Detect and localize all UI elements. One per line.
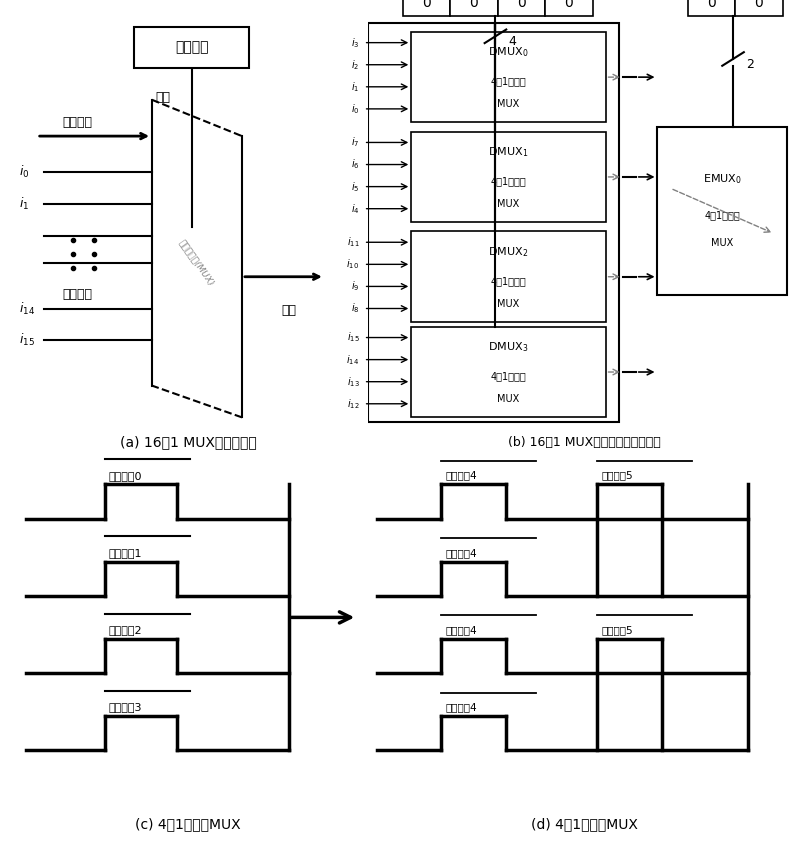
Bar	[411, 231, 606, 322]
Text: 配置比特2: 配置比特2	[109, 625, 142, 635]
Text: $i_2$: $i_2$	[351, 58, 359, 72]
Text: 配置比特: 配置比特	[175, 40, 208, 55]
Text: $i_4$: $i_4$	[350, 202, 359, 216]
Text: 配置比特4: 配置比特4	[446, 548, 478, 558]
Bar	[411, 327, 606, 418]
Text: 通路输入: 通路输入	[62, 116, 92, 129]
Text: 配置比特5: 配置比特5	[602, 471, 633, 481]
Text: 输入: 输入	[155, 91, 170, 104]
Text: (a) 16选1 MUX结构示意图: (a) 16选1 MUX结构示意图	[120, 435, 256, 449]
Text: 0: 0	[707, 0, 716, 10]
Text: $i_0$: $i_0$	[350, 102, 359, 116]
Text: MUX: MUX	[498, 395, 519, 404]
Text: $i_{15}$: $i_{15}$	[346, 330, 359, 344]
Bar	[688, 0, 735, 16]
Text: $i_9$: $i_9$	[351, 280, 359, 294]
Text: 旁路输入: 旁路输入	[62, 288, 92, 301]
Bar	[658, 127, 787, 295]
Text: MUX: MUX	[498, 199, 519, 209]
Text: 配置比特5: 配置比特5	[602, 625, 633, 635]
Bar	[450, 0, 498, 16]
Text: 4选1译码型: 4选1译码型	[490, 176, 526, 187]
Text: $i_{13}$: $i_{13}$	[346, 375, 359, 389]
Bar	[498, 0, 545, 16]
Text: 0: 0	[565, 0, 574, 10]
Bar	[411, 132, 606, 223]
Text: (d) 4选1编码型MUX: (d) 4选1编码型MUX	[530, 817, 638, 831]
Bar	[411, 32, 606, 122]
Text: 0: 0	[422, 0, 430, 10]
Bar	[134, 27, 250, 68]
Text: 0: 0	[517, 0, 526, 10]
Text: $i_{10}$: $i_{10}$	[346, 258, 359, 271]
Bar	[545, 0, 593, 16]
Text: DMUX$_1$: DMUX$_1$	[488, 145, 529, 159]
Text: $i_7$: $i_7$	[351, 135, 359, 149]
Text: $i_{14}$: $i_{14}$	[18, 300, 35, 317]
Text: 配置比特0: 配置比特0	[109, 471, 142, 481]
Text: DMUX$_3$: DMUX$_3$	[488, 340, 529, 354]
Text: $i_5$: $i_5$	[351, 180, 359, 193]
Text: 2: 2	[746, 58, 754, 71]
Text: 4: 4	[509, 35, 516, 48]
Text: DMUX$_2$: DMUX$_2$	[488, 245, 529, 259]
Text: $i_8$: $i_8$	[350, 301, 359, 315]
Text: EMUX$_0$: EMUX$_0$	[703, 172, 742, 186]
Text: MUX: MUX	[498, 299, 519, 309]
Bar	[735, 0, 782, 16]
Text: 0: 0	[754, 0, 763, 10]
Text: MUX: MUX	[711, 238, 734, 247]
Text: $i_{15}$: $i_{15}$	[18, 332, 34, 348]
Text: (b) 16选1 MUX结构实现方式示意图: (b) 16选1 MUX结构实现方式示意图	[508, 437, 660, 449]
Text: 4选1译码型: 4选1译码型	[490, 372, 526, 382]
Bar	[402, 0, 450, 16]
Text: 配置比特4: 配置比特4	[446, 625, 478, 635]
Text: 多路选择器(MUX): 多路选择器(MUX)	[178, 238, 216, 288]
Text: 4选1译码型: 4选1译码型	[490, 77, 526, 86]
Text: DMUX$_0$: DMUX$_0$	[488, 45, 529, 59]
Text: 配置比特1: 配置比特1	[109, 548, 142, 558]
Text: $i_6$: $i_6$	[350, 158, 359, 171]
Text: $i_3$: $i_3$	[351, 36, 359, 50]
Text: 4选1编码型: 4选1编码型	[704, 211, 740, 221]
Text: $i_{11}$: $i_{11}$	[346, 235, 359, 249]
Text: 配置比特3: 配置比特3	[109, 702, 142, 712]
Text: $i_{12}$: $i_{12}$	[346, 397, 359, 411]
Text: $i_{14}$: $i_{14}$	[346, 353, 359, 366]
Text: 0: 0	[470, 0, 478, 10]
Text: 配置比特4: 配置比特4	[446, 471, 478, 481]
Text: (c) 4选1译码型MUX: (c) 4选1译码型MUX	[135, 817, 241, 831]
Text: $i_0$: $i_0$	[18, 164, 30, 181]
Bar	[368, 23, 618, 422]
Text: 输出: 输出	[282, 304, 296, 317]
Text: 配置比特4: 配置比特4	[446, 702, 478, 712]
Text: $i_1$: $i_1$	[351, 80, 359, 93]
Text: $i_1$: $i_1$	[18, 196, 29, 212]
Text: MUX: MUX	[498, 99, 519, 110]
Text: 4选1译码型: 4选1译码型	[490, 276, 526, 286]
